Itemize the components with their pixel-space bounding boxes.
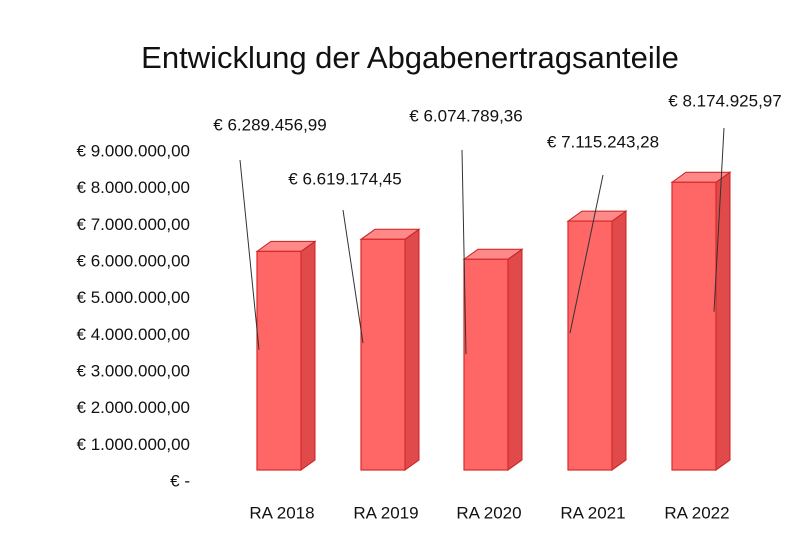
y-tick-label: € 5.000.000,00: [77, 288, 190, 307]
leader-line: [239, 159, 260, 350]
data-label: € 8.174.925,97: [668, 91, 781, 110]
bar: [359, 228, 421, 471]
data-label: € 6.289.456,99: [213, 115, 326, 134]
leader-line: [569, 174, 604, 334]
y-tick-label: € 1.000.000,00: [77, 435, 190, 454]
bar-front: [671, 181, 717, 471]
bar-side: [507, 248, 523, 471]
y-tick-label: € 2.000.000,00: [77, 398, 190, 417]
y-tick-label: € 9.000.000,00: [77, 141, 190, 160]
data-label: € 6.619.174,45: [288, 169, 401, 188]
bar: [566, 210, 628, 471]
leader-line: [461, 149, 467, 355]
data-label: € 7.115.243,28: [547, 132, 659, 151]
bar-front: [256, 250, 302, 471]
y-tick-label: € 8.000.000,00: [77, 178, 190, 197]
y-tick-label: € 4.000.000,00: [77, 325, 190, 344]
leader-line: [713, 127, 725, 312]
bar-side: [300, 240, 316, 471]
bar-side: [715, 171, 731, 471]
y-tick-label: € 6.000.000,00: [77, 251, 190, 270]
x-tick-label: RA 2019: [353, 503, 418, 522]
bar: [670, 171, 732, 471]
bar-front: [463, 258, 509, 471]
x-tick-label: RA 2021: [560, 503, 625, 522]
bar: [462, 248, 524, 471]
bar-front: [360, 238, 406, 471]
y-tick-label: € 7.000.000,00: [77, 215, 190, 234]
data-label: € 6.074.789,36: [409, 106, 522, 125]
x-tick-label: RA 2018: [249, 503, 314, 522]
bar-side: [611, 210, 627, 471]
bar-front: [567, 220, 613, 471]
y-tick-label: € 3.000.000,00: [77, 361, 190, 380]
bar: [255, 240, 317, 471]
bar-side: [404, 228, 420, 471]
leader-line: [342, 209, 364, 344]
y-tick-label: € -: [170, 471, 190, 490]
x-tick-label: RA 2022: [664, 503, 729, 522]
x-tick-label: RA 2020: [456, 503, 521, 522]
chart-title: Entwicklung der Abgabenertragsanteile: [141, 40, 679, 75]
